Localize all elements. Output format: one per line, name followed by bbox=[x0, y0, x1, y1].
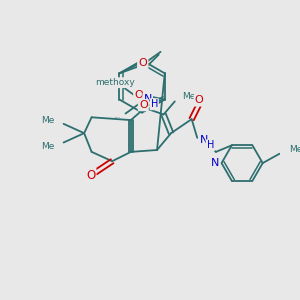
Text: methyl2: methyl2 bbox=[115, 117, 121, 118]
Text: Me: Me bbox=[41, 142, 54, 151]
Text: N: N bbox=[200, 135, 208, 145]
Text: O: O bbox=[134, 90, 143, 100]
Text: O: O bbox=[138, 58, 147, 68]
Text: H: H bbox=[151, 99, 158, 109]
Text: methoxy: methoxy bbox=[95, 78, 135, 87]
Text: H: H bbox=[207, 140, 214, 150]
Text: Me: Me bbox=[182, 92, 196, 101]
Text: N: N bbox=[143, 94, 152, 103]
Text: N: N bbox=[211, 158, 219, 168]
Text: O: O bbox=[195, 95, 203, 106]
Text: O: O bbox=[139, 100, 148, 110]
Text: O: O bbox=[138, 61, 147, 71]
Text: Me: Me bbox=[289, 145, 300, 154]
Text: Me: Me bbox=[41, 116, 54, 124]
Text: O: O bbox=[86, 169, 95, 182]
